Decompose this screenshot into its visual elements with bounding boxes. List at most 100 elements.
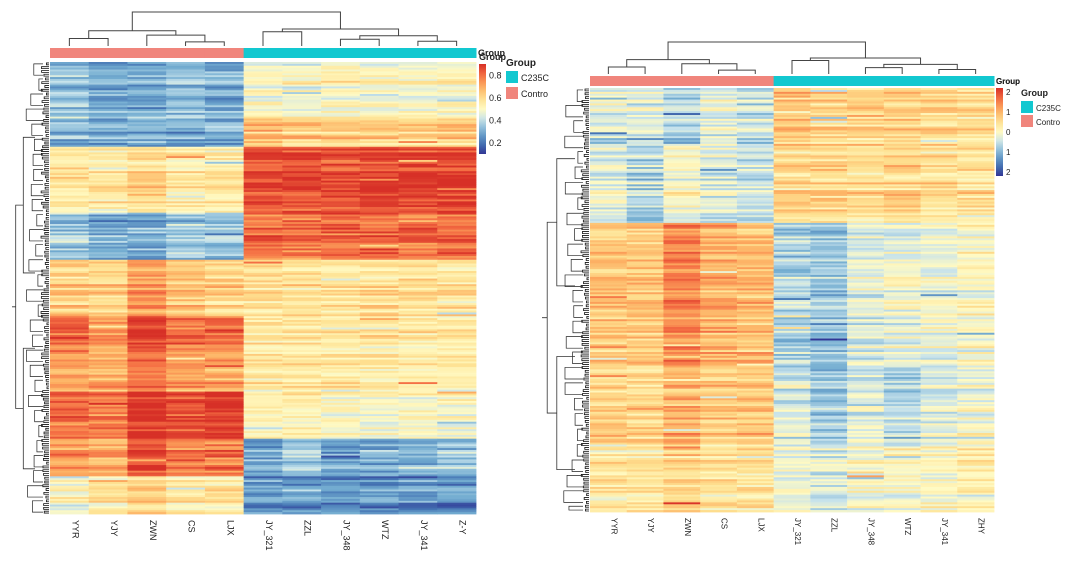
heatmap-cell bbox=[773, 240, 811, 243]
heatmap-cell bbox=[204, 417, 245, 421]
heatmap-cell bbox=[590, 269, 628, 272]
heatmap-cell bbox=[398, 401, 438, 404]
heatmap-cell bbox=[282, 120, 322, 123]
heatmap-cell bbox=[359, 116, 399, 119]
heatmap-cell bbox=[321, 348, 361, 351]
heatmap-cell bbox=[50, 348, 90, 351]
heatmap-cell bbox=[88, 293, 128, 296]
heatmap-cell bbox=[127, 203, 167, 206]
heatmap-cell bbox=[626, 201, 664, 205]
heatmap-cell bbox=[437, 320, 477, 323]
heatmap-cell bbox=[204, 178, 245, 182]
heatmap-cell bbox=[243, 380, 283, 383]
heatmap-cell bbox=[626, 103, 664, 106]
heatmap-cell bbox=[398, 448, 438, 451]
heatmap-cell bbox=[243, 92, 283, 95]
heatmap-cell bbox=[359, 118, 399, 121]
heatmap-cell bbox=[626, 273, 664, 276]
heatmap-cell bbox=[590, 222, 628, 226]
heatmap-cell bbox=[626, 97, 664, 100]
heatmap-cell bbox=[663, 197, 701, 201]
heatmap-cell bbox=[204, 299, 245, 302]
heatmap-cell bbox=[204, 239, 245, 242]
heatmap-cell bbox=[626, 326, 664, 330]
heatmap-cell bbox=[321, 344, 361, 347]
heatmap-cell bbox=[50, 401, 90, 404]
heatmap-cell bbox=[920, 390, 958, 393]
heatmap-cell bbox=[50, 133, 90, 136]
heatmap-cell bbox=[700, 303, 738, 307]
heatmap-cell bbox=[398, 304, 438, 308]
heatmap-cell bbox=[127, 321, 167, 325]
heatmap-cell bbox=[282, 495, 322, 498]
heatmap-cell bbox=[204, 485, 245, 489]
heatmap-cell bbox=[700, 330, 738, 334]
heatmap-cell bbox=[88, 216, 128, 219]
heatmap-cell bbox=[773, 432, 811, 436]
heatmap-cell bbox=[282, 335, 322, 338]
heatmap-cell bbox=[700, 165, 738, 168]
heatmap-cell bbox=[243, 154, 283, 157]
heatmap-cell bbox=[847, 375, 885, 378]
heatmap-cell bbox=[957, 259, 995, 262]
heatmap-cell bbox=[359, 463, 399, 466]
heatmap-cell bbox=[590, 481, 628, 484]
heatmap-cell bbox=[204, 297, 245, 300]
heatmap-cell bbox=[773, 465, 811, 469]
heatmap-cell bbox=[50, 470, 90, 473]
heatmap-cell bbox=[663, 199, 701, 203]
heatmap-cell bbox=[590, 153, 628, 156]
heatmap-cell bbox=[626, 471, 664, 474]
heatmap-cell bbox=[321, 65, 361, 69]
heatmap-cell bbox=[88, 176, 128, 180]
heatmap-cell bbox=[359, 110, 399, 114]
heatmap-cell bbox=[437, 314, 477, 317]
heatmap-cell bbox=[663, 338, 701, 341]
heatmap-cell bbox=[398, 495, 438, 498]
heatmap-cell bbox=[359, 137, 399, 140]
heatmap-cell bbox=[127, 336, 167, 340]
heatmap-cell bbox=[736, 386, 775, 390]
heatmap-cell bbox=[321, 237, 361, 240]
heatmap-cell bbox=[810, 386, 848, 390]
heatmap-cell bbox=[204, 99, 245, 102]
heatmap-cell bbox=[847, 307, 885, 311]
heatmap-cell bbox=[773, 188, 811, 191]
heatmap-cell bbox=[773, 434, 811, 438]
heatmap-cell bbox=[663, 477, 701, 480]
heatmap-cell bbox=[920, 205, 958, 208]
heatmap-cell bbox=[883, 263, 921, 266]
heatmap-cell bbox=[920, 459, 958, 463]
heatmap-cell bbox=[847, 311, 885, 314]
heatmap-cell bbox=[736, 199, 775, 203]
heatmap-cell bbox=[920, 116, 958, 120]
heatmap-cell bbox=[127, 261, 167, 264]
heatmap-cell bbox=[243, 274, 283, 278]
heatmap-cell bbox=[590, 215, 628, 218]
heatmap-cell bbox=[773, 363, 811, 366]
heatmap-cell bbox=[50, 173, 90, 176]
heatmap-cell bbox=[282, 459, 322, 462]
heatmap-cell bbox=[166, 301, 206, 304]
heatmap-cell bbox=[920, 118, 958, 122]
heatmap-cell bbox=[359, 233, 399, 236]
heatmap-cell bbox=[957, 140, 995, 143]
heatmap-cell bbox=[88, 323, 128, 327]
heatmap-cell bbox=[243, 353, 283, 357]
heatmap-cell bbox=[243, 205, 283, 208]
heatmap-cell bbox=[700, 359, 738, 363]
heatmap-cell bbox=[883, 88, 921, 91]
heatmap-cell bbox=[127, 286, 167, 289]
heatmap-cell bbox=[359, 455, 399, 458]
heatmap-cell bbox=[736, 238, 775, 241]
heatmap-cell bbox=[957, 373, 995, 376]
heatmap-cell bbox=[626, 313, 664, 316]
heatmap-cell bbox=[810, 190, 848, 193]
heatmap-cell bbox=[321, 502, 361, 505]
heatmap-cell bbox=[700, 379, 738, 382]
heatmap-cell bbox=[359, 329, 399, 332]
heatmap-cell bbox=[437, 146, 477, 150]
heatmap-cell bbox=[437, 144, 477, 148]
heatmap-cell bbox=[88, 78, 128, 82]
heatmap-cell bbox=[127, 338, 167, 342]
